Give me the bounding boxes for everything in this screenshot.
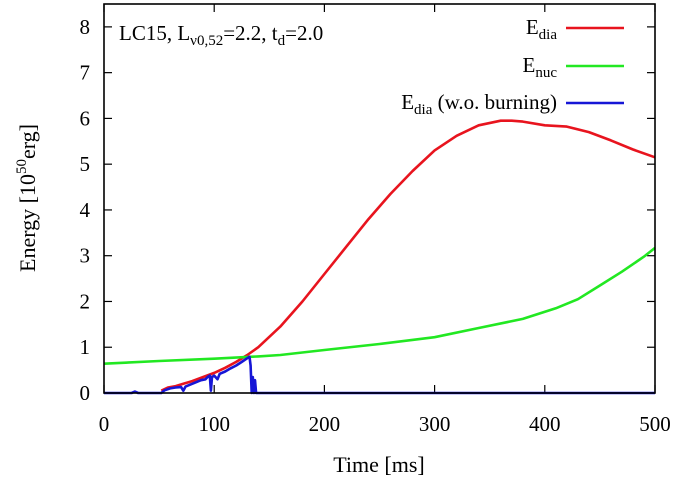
annotation: LC15, Lν0,52=2.2, td=2.0: [119, 21, 323, 49]
y-tick-labels: 0 1 2 3 4 5 6 7 8: [80, 15, 91, 405]
axis-ticks: [103, 4, 656, 394]
y-tick-label: 7: [80, 61, 91, 85]
y-tick-label: 4: [80, 198, 91, 222]
x-tick-label: 500: [639, 412, 671, 436]
y-tick-label: 8: [80, 15, 91, 39]
y-tick-label: 5: [80, 152, 91, 176]
x-tick-label: 100: [198, 412, 230, 436]
y-tick-label: 0: [80, 381, 91, 405]
series-layer: [103, 119, 656, 395]
series-line-3: [104, 355, 655, 395]
x-tick-label: 0: [99, 412, 110, 436]
legend-label-1: Edia: [526, 15, 557, 43]
x-tick-labels: 0 100 200 300 400 500: [99, 412, 671, 436]
legend: Edia Enuc Edia (w.o. burning): [401, 15, 624, 118]
y-tick-label: 2: [80, 289, 91, 313]
x-tick-label: 400: [529, 412, 561, 436]
series-line-1: [160, 119, 656, 392]
y-tick-label: 1: [80, 335, 91, 359]
y-axis-title: Energy [1050erg]: [14, 124, 40, 272]
y-tick-label: 3: [80, 244, 91, 268]
x-axis-title: Time [ms]: [333, 452, 424, 477]
series-line-2: [103, 246, 656, 365]
y-tick-label: 6: [80, 106, 91, 130]
plot-frame: [103, 3, 656, 394]
legend-label-3: Edia (w.o. burning): [401, 90, 557, 118]
x-tick-label: 200: [309, 412, 341, 436]
x-tick-label: 300: [419, 412, 451, 436]
legend-label-2: Enuc: [523, 53, 558, 81]
